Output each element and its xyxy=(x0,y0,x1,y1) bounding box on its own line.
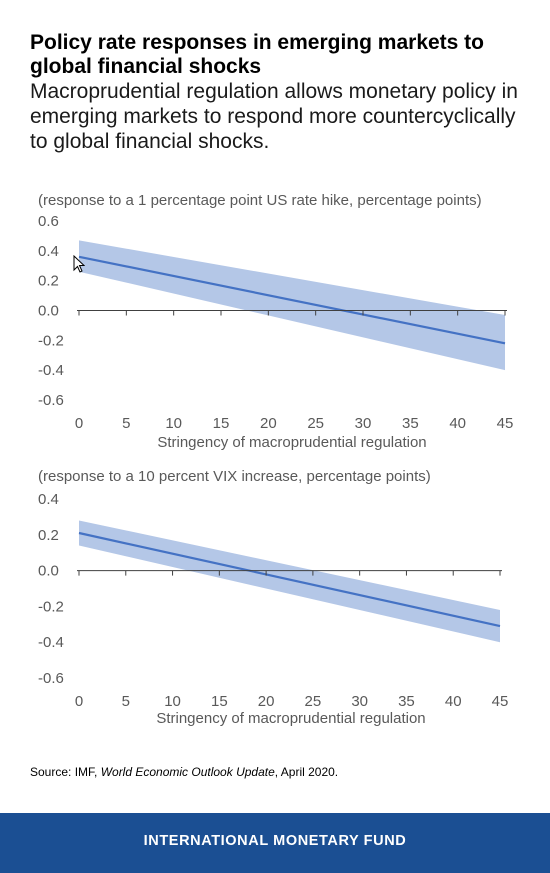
y-tick-group: 0.6 0.4 0.2 0.0 -0.2 -0.4 -0.6 xyxy=(38,213,64,409)
plot-area xyxy=(77,520,502,643)
y-tick-label: 0.0 xyxy=(38,303,59,320)
x-tick-label: 45 xyxy=(492,693,509,710)
y-tick-label: -0.4 xyxy=(38,634,64,651)
confidence-band xyxy=(79,520,500,643)
x-tick-label: 30 xyxy=(351,693,368,710)
chart-subtitle: Macroprudential regulation allows moneta… xyxy=(30,80,518,153)
x-axis-label: Stringency of macroprudential regulation xyxy=(156,710,425,727)
y-tick-label: -0.2 xyxy=(38,332,64,349)
x-tick-label: 35 xyxy=(398,693,415,710)
y-tick-label: -0.6 xyxy=(38,670,64,687)
footer-banner: INTERNATIONAL MONETARY FUND xyxy=(0,813,550,873)
unit-label: (response to a 1 percentage point US rat… xyxy=(38,192,482,209)
y-tick-label: 0.2 xyxy=(38,527,59,544)
y-tick-label: 0.0 xyxy=(38,563,59,580)
plot-area xyxy=(77,240,507,371)
source-suffix: , April 2020. xyxy=(274,765,339,779)
footer-label: INTERNATIONAL MONETARY FUND xyxy=(143,833,407,849)
y-tick-label: -0.6 xyxy=(38,392,64,409)
y-tick-group: 0.4 0.2 0.0 -0.2 -0.4 -0.6 xyxy=(38,491,64,687)
y-tick-label: -0.4 xyxy=(38,362,64,379)
x-tick-label: 20 xyxy=(260,415,277,432)
chart-title: Policy rate responses in emerging market… xyxy=(30,31,485,78)
x-tick-label: 35 xyxy=(402,415,419,432)
source-prefix: Source: IMF, xyxy=(30,765,101,779)
x-tick-label: 40 xyxy=(449,415,466,432)
source-publication: World Economic Outlook Update xyxy=(100,765,275,779)
x-tick-label: 10 xyxy=(165,415,182,432)
x-tick-label: 25 xyxy=(305,693,322,710)
x-tick-label: 10 xyxy=(164,693,181,710)
x-tick-label: 40 xyxy=(445,693,462,710)
y-tick-label: 0.4 xyxy=(38,491,59,508)
x-tick-group: 0 5 10 15 20 25 30 35 40 45 xyxy=(75,415,514,432)
x-tick-label: 15 xyxy=(213,415,230,432)
unit-label: (response to a 10 percent VIX increase, … xyxy=(38,468,431,485)
x-tick-group: 0 5 10 15 20 25 30 35 40 45 xyxy=(75,693,509,710)
x-tick-label: 15 xyxy=(211,693,228,710)
source-note: Source: IMF, World Economic Outlook Upda… xyxy=(30,765,338,779)
y-tick-label: 0.2 xyxy=(38,273,59,290)
response-line xyxy=(78,255,506,345)
confidence-band xyxy=(79,240,505,371)
x-tick-label: 5 xyxy=(122,693,130,710)
x-axis-label: Stringency of macroprudential regulation xyxy=(157,434,426,451)
y-tick-label: 0.6 xyxy=(38,213,59,230)
response-line xyxy=(78,531,501,628)
mouse-cursor-icon xyxy=(73,255,85,273)
chart-vix-increase: (response to a 10 percent VIX increase, … xyxy=(38,468,509,727)
x-tick-label: 5 xyxy=(122,415,130,432)
x-tick-label: 20 xyxy=(258,693,275,710)
x-tick-label: 0 xyxy=(75,693,83,710)
x-tick-label: 25 xyxy=(307,415,324,432)
y-tick-label: -0.2 xyxy=(38,598,64,615)
chart-us-rate-hike: (response to a 1 percentage point US rat… xyxy=(38,192,514,451)
x-tick-label: 45 xyxy=(497,415,514,432)
headline: Policy rate responses in emerging market… xyxy=(30,31,530,154)
x-tick-label: 30 xyxy=(355,415,372,432)
y-tick-label: 0.4 xyxy=(38,243,59,260)
x-tick-label: 0 xyxy=(75,415,83,432)
